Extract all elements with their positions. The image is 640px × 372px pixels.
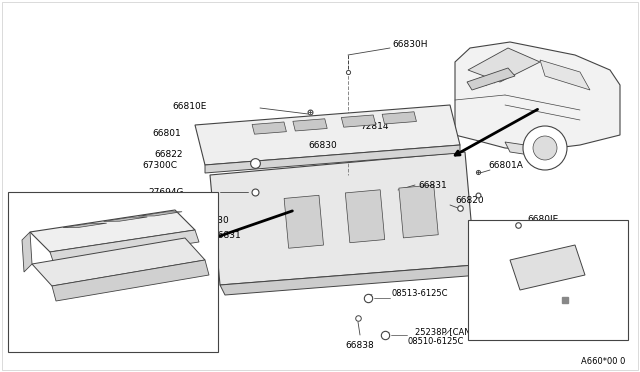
Text: 67300C: 67300C	[142, 160, 177, 170]
Text: 16419Q: 16419Q	[535, 270, 571, 279]
Circle shape	[523, 126, 567, 170]
Text: USA: USA	[148, 326, 166, 334]
Text: 25238P [CAN]: 25238P [CAN]	[415, 327, 474, 337]
Text: 66831: 66831	[418, 180, 447, 189]
Polygon shape	[30, 210, 195, 252]
Bar	[468, 220, 628, 340]
Polygon shape	[52, 260, 209, 301]
Polygon shape	[22, 232, 32, 272]
Polygon shape	[293, 119, 327, 131]
Polygon shape	[341, 115, 376, 127]
Polygon shape	[505, 142, 550, 158]
Text: C: C	[12, 198, 19, 208]
Polygon shape	[382, 112, 417, 124]
Polygon shape	[210, 152, 475, 285]
Text: 66830H: 66830H	[392, 39, 428, 48]
Text: 08510-6125C: 08510-6125C	[408, 337, 465, 346]
Polygon shape	[138, 212, 182, 216]
Polygon shape	[220, 265, 480, 295]
Text: 66830: 66830	[200, 215, 228, 224]
Text: A660*00 0: A660*00 0	[580, 357, 625, 366]
Circle shape	[533, 136, 557, 160]
Text: 66831: 66831	[212, 231, 241, 240]
Text: 66801: 66801	[38, 276, 67, 285]
Text: 27694G: 27694G	[148, 187, 184, 196]
Polygon shape	[50, 230, 199, 264]
Polygon shape	[63, 223, 107, 228]
Bar	[8, 192, 218, 352]
Text: 08513-6125C: 08513-6125C	[392, 289, 449, 298]
Text: 66810E: 66810E	[172, 102, 206, 110]
Polygon shape	[510, 245, 585, 290]
Text: □P: CAN(CD17): □P: CAN(CD17)	[472, 225, 538, 234]
Polygon shape	[540, 60, 590, 90]
Text: 66801A: 66801A	[488, 160, 523, 170]
Text: S: S	[386, 331, 390, 337]
Polygon shape	[32, 238, 205, 286]
Polygon shape	[399, 185, 438, 238]
Polygon shape	[284, 195, 323, 248]
Polygon shape	[455, 42, 620, 150]
Polygon shape	[104, 217, 147, 221]
Polygon shape	[467, 68, 515, 90]
Polygon shape	[195, 105, 460, 165]
Polygon shape	[252, 122, 286, 134]
Polygon shape	[346, 190, 385, 243]
Text: 66830: 66830	[308, 141, 337, 150]
Text: 66801: 66801	[152, 128, 180, 138]
Text: 72814: 72814	[360, 122, 388, 131]
Polygon shape	[205, 145, 460, 173]
Text: 66838: 66838	[345, 340, 374, 350]
Text: 6680IE: 6680IE	[527, 215, 558, 224]
Text: S: S	[369, 295, 373, 299]
Text: 66820: 66820	[455, 196, 484, 205]
Polygon shape	[468, 48, 540, 82]
Text: 66822: 66822	[154, 150, 182, 158]
